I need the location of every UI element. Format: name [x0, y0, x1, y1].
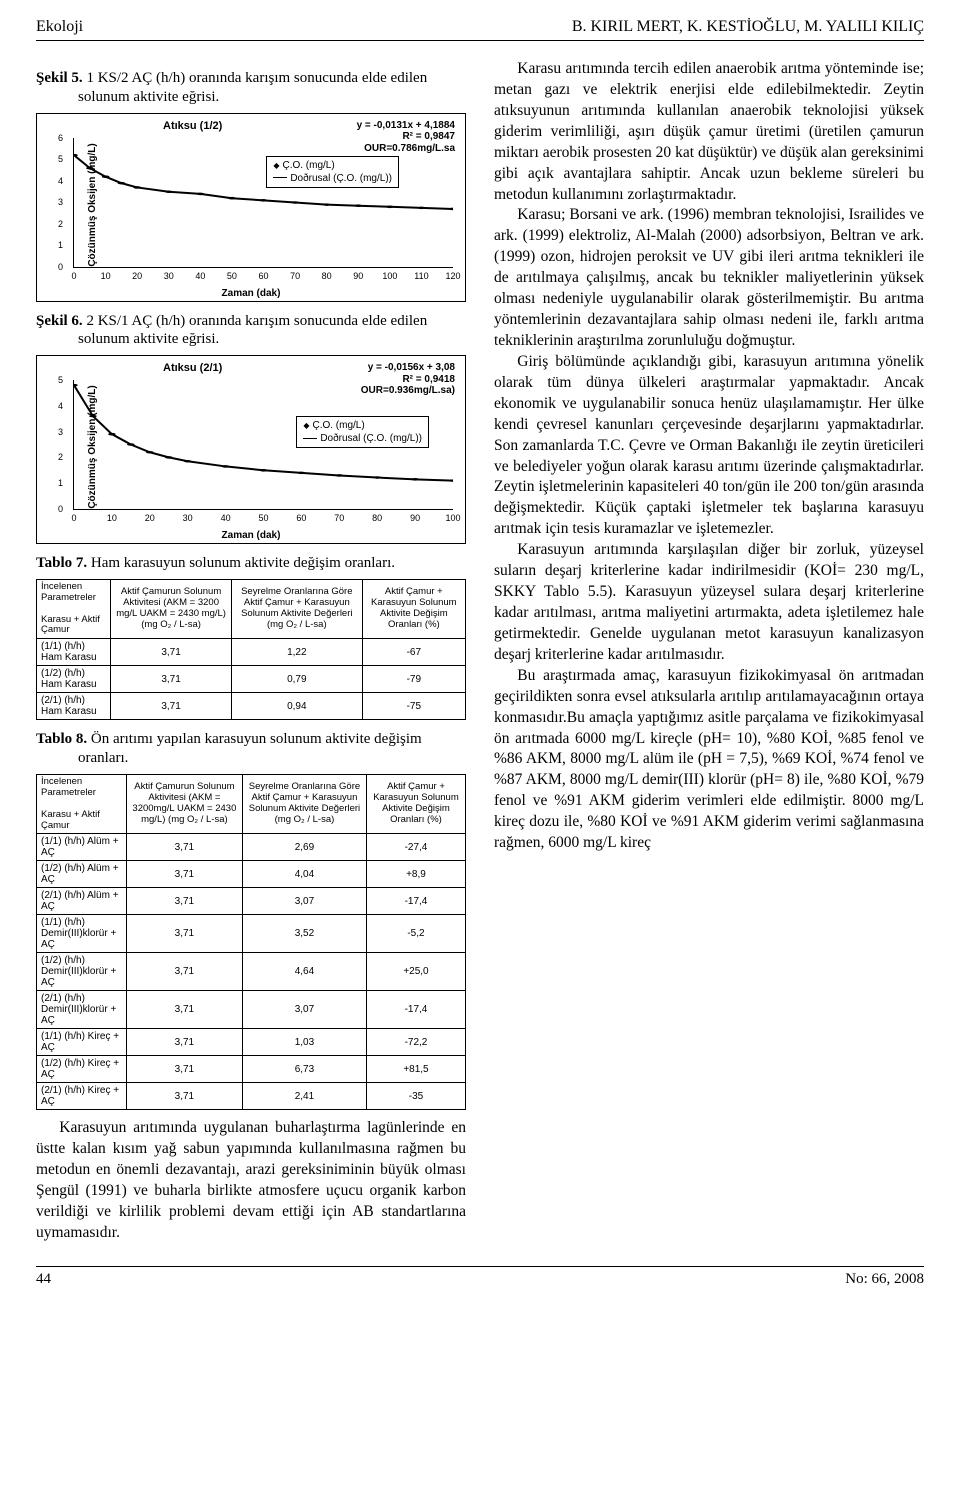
table-row: (2/1) (h/h) Alüm + AÇ3,713,07-17,4	[37, 888, 466, 915]
header-left: Ekoloji	[36, 18, 83, 36]
fig5-plot-area: 01234560102030405060708090100110120	[73, 138, 453, 268]
tab7-table: İncelenen ParametrelerKarasu + Aktif Çam…	[36, 579, 466, 721]
table-row: (1/2) (h/h) Ham Karasu3,710,79-79	[37, 666, 466, 693]
running-header: Ekoloji B. KIRIL MERT, K. KESTİOĞLU, M. …	[36, 18, 924, 41]
table-row: (2/1) (h/h) Ham Karasu3,710,94-75	[37, 693, 466, 720]
footer-page-num: 44	[36, 1271, 51, 1288]
right-para-4: Karasuyun arıtımında karşılaşılan diğer …	[494, 540, 924, 666]
table-row: (1/1) (h/h) Demir(III)klorür + AÇ3,713,5…	[37, 915, 466, 953]
tab7-caption: Tablo 7. Ham karasuyun solunum aktivite …	[36, 554, 466, 573]
fig5-caption: Şekil 5. 1 KS/2 AÇ (h/h) oranında karışı…	[36, 69, 466, 107]
tab8-table: İncelenen ParametrelerKarasu + Aktif Çam…	[36, 774, 466, 1111]
table-row: (1/1) (h/h) Ham Karasu3,711,22-67	[37, 639, 466, 666]
fig6-caption: Şekil 6. 2 KS/1 AÇ (h/h) oranında karışı…	[36, 312, 466, 350]
table-row: (2/1) (h/h) Kireç + AÇ3,712,41-35	[37, 1083, 466, 1110]
left-paragraph: Karasuyun arıtımında uygulanan buharlaşt…	[36, 1118, 466, 1244]
table-row: (1/2) (h/h) Demir(III)klorür + AÇ3,714,6…	[37, 953, 466, 991]
page-footer: 44 No: 66, 2008	[36, 1266, 924, 1288]
right-para-3: Giriş bölümünde açıklandığı gibi, karasu…	[494, 352, 924, 540]
table-row: (1/2) (h/h) Alüm + AÇ3,714,04+8,9	[37, 861, 466, 888]
right-para-2: Karasu; Borsani ve ark. (1996) membran t…	[494, 205, 924, 351]
footer-issue: No: 66, 2008	[845, 1271, 924, 1288]
right-para-5: Bu araştırmada amaç, karasuyun fizikokim…	[494, 666, 924, 854]
fig5-chart: Çözünmüş Oksijen (mg/L) Atıksu (1/2) y =…	[36, 113, 466, 302]
fig6-inset-title: Atıksu (2/1)	[163, 362, 222, 374]
fig5-inset-title: Atıksu (1/2)	[163, 120, 222, 132]
table-row: (1/1) (h/h) Kireç + AÇ3,711,03-72,2	[37, 1029, 466, 1056]
right-para-1: Karasu arıtımında tercih edilen anaerobi…	[494, 59, 924, 205]
left-column: Şekil 5. 1 KS/2 AÇ (h/h) oranında karışı…	[36, 59, 466, 1244]
fig6-plot-area: 0123450102030405060708090100	[73, 380, 453, 510]
right-column: Karasu arıtımında tercih edilen anaerobi…	[494, 59, 924, 1244]
table-row: (1/2) (h/h) Kireç + AÇ3,716,73+81,5	[37, 1056, 466, 1083]
table-row: (2/1) (h/h) Demir(III)klorür + AÇ3,713,0…	[37, 991, 466, 1029]
tab8-caption: Tablo 8. Ön arıtımı yapılan karasuyun so…	[36, 730, 466, 768]
fig6-chart: Çözünmüş Oksijen (mg/L) Atıksu (2/1) y =…	[36, 355, 466, 544]
table-row: (1/1) (h/h) Alüm + AÇ3,712,69-27,4	[37, 834, 466, 861]
header-right: B. KIRIL MERT, K. KESTİOĞLU, M. YALILI K…	[572, 18, 924, 36]
